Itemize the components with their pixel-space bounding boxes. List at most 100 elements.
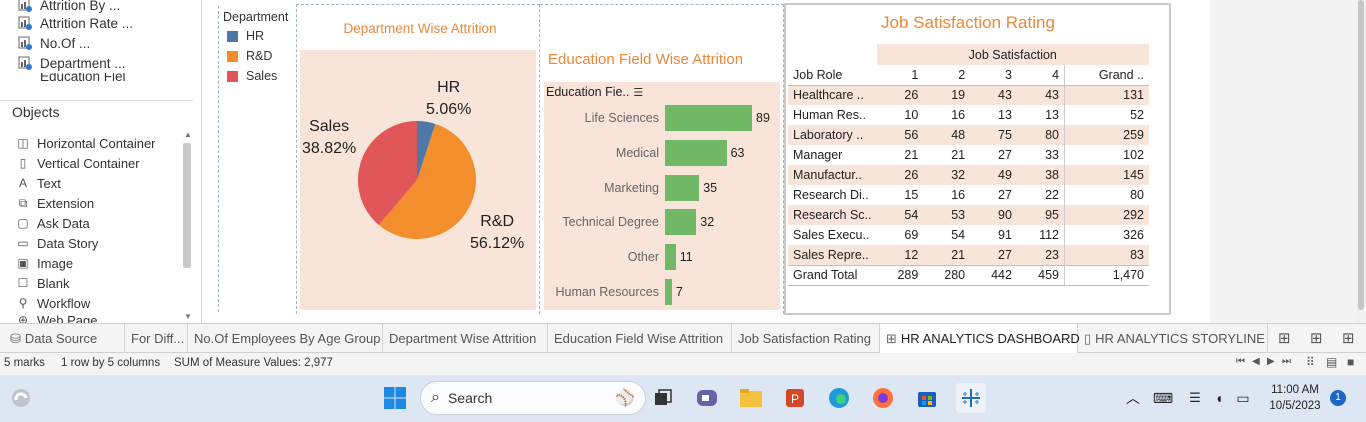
table-cell: 10 (904, 108, 919, 122)
object-web-page[interactable]: ⊕ Web Page (16, 313, 98, 323)
table-row[interactable]: Human Res.. 10 16 13 13 52 (788, 105, 1149, 125)
table-row[interactable]: Laboratory .. 56 48 75 80 259 (788, 125, 1149, 145)
sheet-sorter-icon[interactable]: ⠿ (1306, 355, 1315, 369)
bar[interactable] (665, 139, 727, 166)
object-ask-data[interactable]: ▢ Ask Data (17, 215, 90, 231)
bar[interactable] (665, 279, 672, 305)
bar[interactable] (665, 244, 676, 271)
tab-hr-analytics-dashboard[interactable]: ⊞ HR ANALYTICS DASHBOARD (880, 324, 1080, 354)
department-pie-chart[interactable] (300, 50, 536, 310)
new-dashboard-icon[interactable]: ⊞ (1310, 330, 1323, 347)
tab-data-source[interactable]: ⛁ Data Source (4, 324, 125, 354)
object-image[interactable]: ▣ Image (17, 255, 74, 271)
store-icon[interactable] (912, 383, 942, 413)
keyboard-icon[interactable]: ⌨ (1152, 389, 1174, 406)
table-cell: 22 (1045, 188, 1060, 202)
bar[interactable] (665, 174, 700, 201)
battery-icon[interactable]: ▭ (1236, 389, 1250, 406)
tab-job-satisfaction-rating[interactable]: Job Satisfaction Rating (732, 324, 880, 354)
powerpoint-icon[interactable]: P (780, 383, 810, 413)
job-satisfaction-table[interactable]: Job Satisfaction Job Role 1 2 3 4 Grand .. Heal… (788, 44, 1149, 286)
taskbar-search[interactable]: ⌕ Search ⚾ (420, 381, 646, 415)
teams-chat-icon[interactable] (692, 383, 722, 413)
filmstrip-icon[interactable]: ▤ (1326, 355, 1338, 369)
table-row[interactable]: Manager 21 21 27 33 102 (788, 145, 1149, 165)
education-field-header[interactable]: Education Fie.. ☰ (546, 85, 643, 99)
row-header-job-role: Research Sc.. (788, 205, 877, 225)
department-legend[interactable]: Department HR R&D Sales (218, 6, 294, 312)
wifi-icon[interactable]: ☰ (1189, 390, 1201, 405)
scroll-down-arrow[interactable]: ▼ (184, 312, 192, 321)
notification-badge[interactable]: 1 (1330, 390, 1346, 406)
tab-department-wise-attrition[interactable]: Department Wise Attrition (383, 324, 548, 354)
status-marks: 5 marks (4, 357, 45, 369)
pie-slice-rd[interactable] (378, 123, 476, 240)
new-story-icon[interactable]: ⊞ (1342, 330, 1355, 347)
taskbar-clock[interactable]: 11:00 AM 10/5/2023 (1260, 382, 1330, 414)
object-blank[interactable]: ☐ Blank (17, 275, 70, 291)
tab-hr-analytics-storyline[interactable]: ▯ HR ANALYTICS STORYLINE (1078, 324, 1268, 354)
firefox-icon[interactable] (868, 383, 898, 413)
object-text[interactable]: A Text (16, 173, 61, 193)
dashboard-side-panel: Attrition By ... Attrition Rate ... No.O… (0, 0, 202, 323)
sheet-item[interactable]: Department ... (18, 53, 126, 73)
objects-header: Objects (12, 104, 60, 120)
objects-scrollbar-thumb[interactable] (183, 143, 191, 268)
new-worksheet-icon[interactable]: ⊞ (1278, 330, 1291, 347)
table-row[interactable]: Sales Execu.. 69 54 91 112 326 (788, 225, 1149, 245)
start-icon[interactable] (380, 383, 410, 413)
bar[interactable] (665, 209, 697, 236)
tabs-view-icon[interactable]: ■ (1347, 355, 1355, 369)
pie-slice-hr[interactable] (417, 121, 436, 180)
legend-item-sales[interactable]: Sales (227, 68, 277, 84)
scroll-up-arrow[interactable]: ▲ (184, 130, 192, 139)
sort-descending-icon[interactable]: ☰ (633, 86, 644, 99)
first-sheet-icon[interactable]: ⏮ (1236, 356, 1245, 367)
object-horizontal-container[interactable]: ◫ Horizontal Container (17, 135, 156, 151)
file-explorer-icon[interactable] (736, 383, 766, 413)
column-header[interactable]: Grand .. (1064, 65, 1149, 86)
widgets-icon[interactable] (6, 383, 36, 413)
edge-icon[interactable] (824, 383, 854, 413)
vertical-scrollbar[interactable] (1356, 0, 1366, 323)
education-chart-title: Education Field Wise Attrition (548, 51, 744, 68)
table-cell: 326 (1064, 225, 1149, 245)
show-hidden-icons-chevron-icon[interactable]: ︿ (1126, 390, 1140, 406)
pie-slice-sales[interactable] (358, 121, 417, 226)
tab-education-field-wise-attrition[interactable]: Education Field Wise Attrition (548, 324, 732, 354)
column-header[interactable]: 1 (876, 65, 924, 86)
prev-sheet-icon[interactable]: ◀ (1252, 356, 1260, 367)
legend-item-hr[interactable]: HR (227, 28, 264, 44)
object-data-story[interactable]: ▭ Data Story (17, 235, 99, 251)
task-view-icon[interactable] (648, 383, 678, 413)
last-sheet-icon[interactable]: ⏭ (1282, 356, 1291, 367)
sheet-item[interactable]: No.Of ... (18, 33, 90, 53)
column-header[interactable]: 4 (1016, 65, 1065, 86)
object-extension[interactable]: ⧉ Extension (16, 193, 94, 213)
table-cell: 27 (970, 245, 1017, 265)
sheet-item[interactable]: Education Fiel (40, 73, 126, 81)
table-row[interactable]: Manufactur.. 26 32 49 38 145 (788, 165, 1149, 185)
row-header-job-role: Human Res.. (793, 108, 866, 122)
legend-item-rd[interactable]: R&D (227, 48, 272, 64)
sheet-item[interactable]: Attrition Rate ... (18, 13, 133, 33)
table-cell: 95 (1016, 205, 1065, 225)
bar[interactable] (665, 105, 752, 131)
tableau-icon[interactable] (956, 383, 986, 413)
column-header[interactable]: 3 (970, 65, 1017, 86)
table-row[interactable]: Sales Repre.. 12 21 27 23 83 (788, 245, 1149, 265)
sheet-item[interactable]: Attrition By ... (18, 0, 120, 15)
table-row[interactable]: Research Di.. 15 16 27 22 80 (788, 185, 1149, 205)
next-sheet-icon[interactable]: ▶ (1267, 356, 1275, 367)
object-workflow[interactable]: ⚲ Workflow (16, 293, 91, 313)
volume-icon[interactable]: ◖ (1214, 390, 1224, 406)
scrollbar-thumb[interactable] (1358, 0, 1364, 310)
table-row[interactable]: Research Sc.. 54 53 90 95 292 (788, 205, 1149, 225)
table-row[interactable]: Healthcare .. 26 19 43 43 131 (788, 85, 1149, 105)
column-header-job-role[interactable]: Job Role (788, 65, 877, 86)
tab-employees-by-age[interactable]: No.Of Employees By Age Group (188, 324, 383, 354)
tab-for-diff[interactable]: For Diff... (125, 324, 188, 354)
column-header[interactable]: 2 (923, 65, 971, 86)
object-vertical-container[interactable]: ▯ Vertical Container (16, 153, 140, 173)
table-total-row[interactable]: Grand Total 289 280 442 459 1,470 (788, 264, 1149, 285)
